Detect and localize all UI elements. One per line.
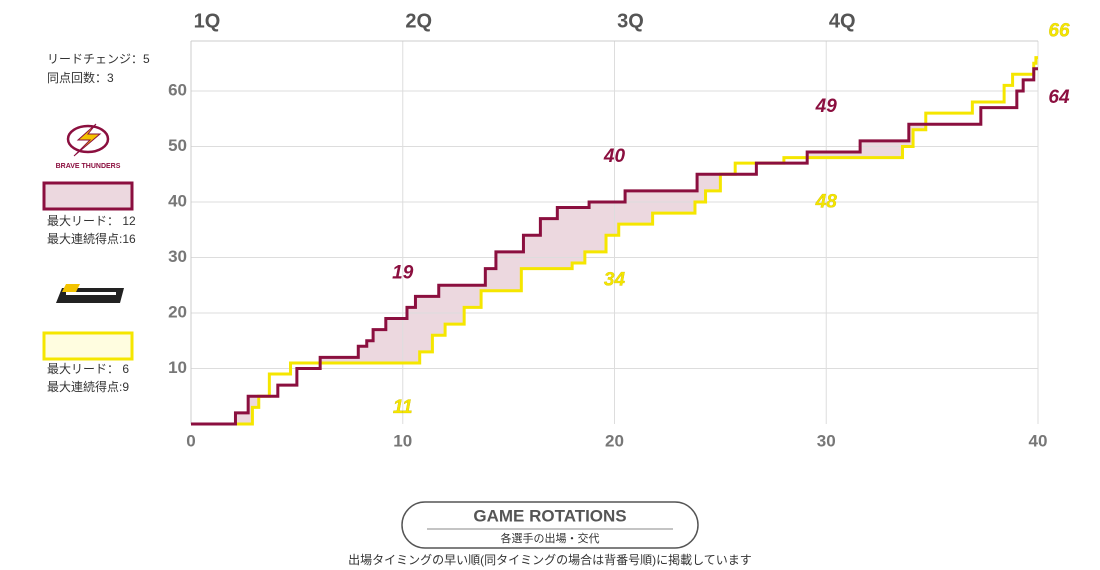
lead-changes: リードチェンジ：5: [47, 52, 150, 66]
x-tick-label: 10: [393, 431, 412, 450]
legend-box: [42, 181, 134, 211]
max-lead: 最大リード： 6: [47, 362, 129, 376]
button-subtitle: 各選手の出場・交代: [501, 531, 600, 545]
game-rotations-button[interactable]: [401, 501, 699, 549]
ties: 同点回数：3: [47, 70, 114, 85]
quarter-score: 48: [815, 192, 838, 213]
quarter-score: 11: [393, 397, 413, 418]
footer-note: 出場タイミングの早い順(同タイミングの場合は背番号順)に掲載しています: [348, 552, 752, 567]
team-logo: [56, 284, 124, 303]
button-title: GAME ROTATIONS: [473, 506, 626, 525]
score-line: [191, 56, 1038, 426]
team-logo: BRAVE THUNDERS: [56, 123, 121, 170]
legend-box: [42, 331, 134, 361]
quarter-score: 19: [392, 263, 414, 284]
y-tick-label: 50: [168, 136, 187, 155]
quarter-label: 3Q: [617, 10, 644, 32]
quarter-score: 34: [604, 269, 626, 290]
x-tick-label: 0: [186, 431, 195, 450]
x-tick-label: 30: [817, 431, 836, 450]
quarter-score: 49: [815, 96, 838, 117]
plot: 10 20 30 40 50 60 0 10 20 30 40 1Q 2Q 3Q 4Q 19 40 49 64 11 3…: [168, 10, 1070, 450]
max-run: 最大連続得点:9: [47, 379, 129, 394]
quarter-score: 40: [603, 146, 626, 167]
x-tick-label: 40: [1029, 431, 1048, 450]
max-lead: 最大リード： 12: [47, 214, 136, 228]
quarter-score: 66: [1048, 21, 1070, 42]
quarter-label: 4Q: [829, 10, 856, 32]
y-tick-label: 10: [168, 358, 187, 377]
score-line: [191, 67, 1038, 426]
quarter-label: 2Q: [405, 10, 432, 32]
max-run: 最大連続得点:16: [47, 231, 136, 246]
y-tick-label: 30: [168, 247, 187, 266]
quarter-score: 64: [1048, 87, 1070, 108]
y-tick-label: 20: [168, 302, 187, 321]
y-tick-label: 40: [168, 191, 187, 210]
x-tick-label: 20: [605, 431, 624, 450]
y-tick-label: 60: [168, 80, 187, 99]
team-name: BRAVE THUNDERS: [56, 163, 121, 170]
quarter-label: 1Q: [194, 10, 221, 32]
